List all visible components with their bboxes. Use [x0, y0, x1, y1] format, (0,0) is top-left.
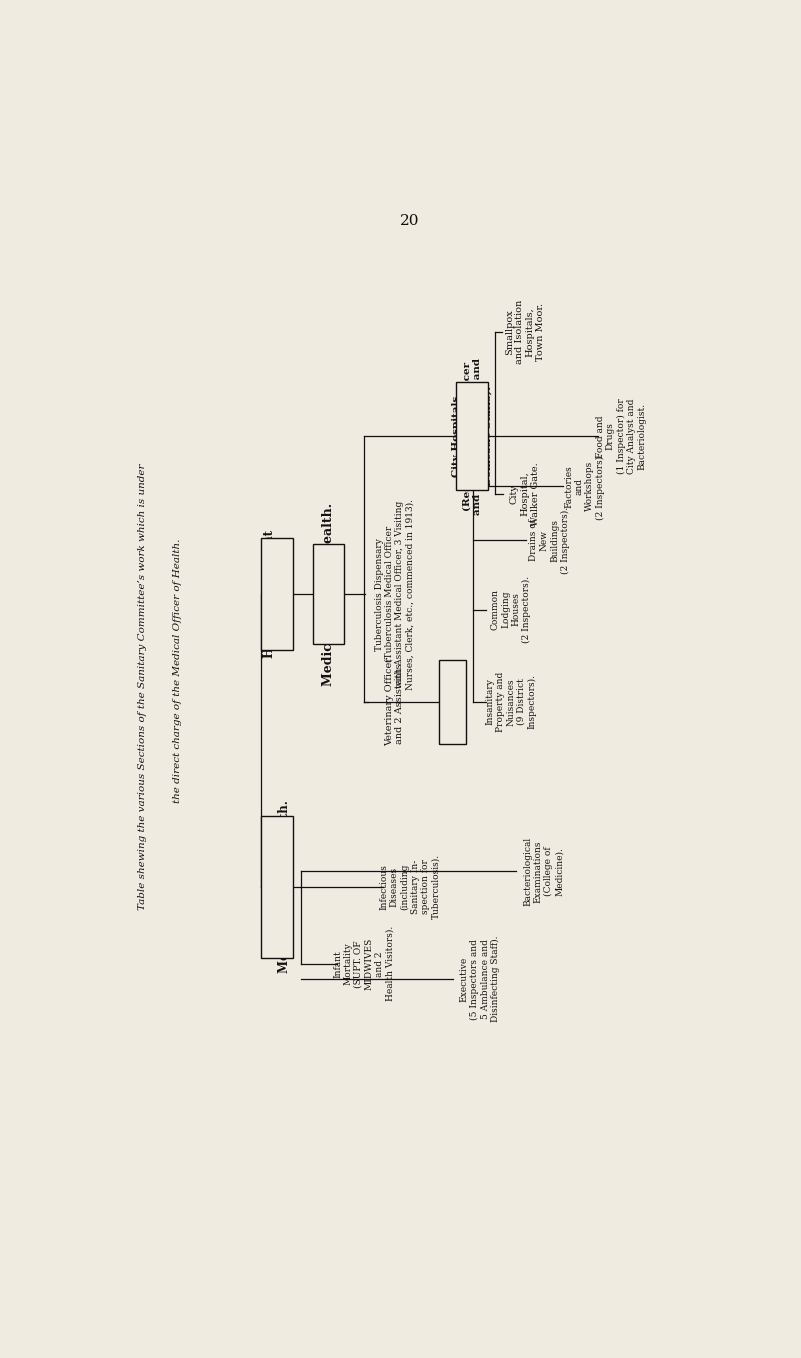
- Text: City
Hospital,
Walker Gate.: City Hospital, Walker Gate.: [510, 462, 540, 526]
- Text: Veterinary Officer
and 2 Assistants.: Veterinary Officer and 2 Assistants.: [385, 657, 405, 747]
- Text: Inspector of
Nuisances.: Inspector of Nuisances.: [441, 664, 465, 740]
- Text: Common
Lodging
Houses
(2 Inspectors).: Common Lodging Houses (2 Inspectors).: [491, 576, 531, 644]
- Text: Health Department
(with 6 Clerks).: Health Department (with 6 Clerks).: [263, 530, 291, 659]
- Bar: [313, 545, 344, 644]
- Bar: [260, 816, 293, 957]
- Text: Insanitary
Property and
Nuisances
(9 District
Inspectors).: Insanitary Property and Nuisances (9 Dis…: [485, 672, 536, 732]
- Text: Executive
(5 Inspectors and
5 Ambulance and
Disinfecting Staff).: Executive (5 Inspectors and 5 Ambulance …: [460, 936, 500, 1023]
- Text: City Hospitals
(Resident Medical Officer
and Assistant, Nursing and
Domestic Sta: City Hospitals (Resident Medical Officer…: [452, 357, 493, 515]
- Text: Bacteriological
Examinations
(College of
Medicine).: Bacteriological Examinations (College of…: [523, 837, 564, 906]
- Text: Medical Officer of Health.: Medical Officer of Health.: [322, 502, 336, 686]
- Bar: [260, 538, 293, 650]
- Text: the direct charge of the Medical Officer of Health.: the direct charge of the Medical Officer…: [173, 539, 182, 804]
- Bar: [456, 383, 489, 490]
- Text: 20: 20: [400, 213, 420, 228]
- Text: Factories
and
Workshops
(2 Inspectors).: Factories and Workshops (2 Inspectors).: [565, 452, 605, 520]
- Text: Smallpox
and Isolation
Hospitals,
Town Moor.: Smallpox and Isolation Hospitals, Town M…: [505, 300, 545, 364]
- Text: Infant
Mortality
(SUPT. OF
MIDWIVES
and 2
Health Visitors).: Infant Mortality (SUPT. OF MIDWIVES and …: [333, 926, 394, 1001]
- Text: Food and
Drugs
(1 Inspector) for
City Analyst and
Bacteriologist.: Food and Drugs (1 Inspector) for City An…: [596, 398, 646, 474]
- Text: Infectious
Diseases
(including
Sanitary In-
spection for
Tuberculosis).: Infectious Diseases (including Sanitary …: [380, 854, 441, 919]
- Bar: [439, 660, 466, 744]
- Text: Tuberculosis Dispensary
(Tuberculosis Medical Officer
with Assistant Medical Off: Tuberculosis Dispensary (Tuberculosis Me…: [375, 498, 415, 690]
- Text: Assistant
Medical Officer of Health.: Assistant Medical Officer of Health.: [263, 800, 291, 974]
- Text: Drains of
New
Buildings
(2 Inspectors).: Drains of New Buildings (2 Inspectors).: [529, 507, 570, 574]
- Text: Table shewing the various Sections of the Sanitary Committee’s work which is und: Table shewing the various Sections of th…: [139, 463, 147, 910]
